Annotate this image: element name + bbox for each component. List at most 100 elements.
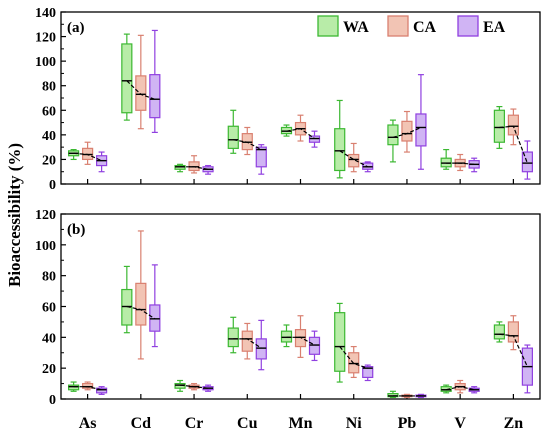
x-category-label: As bbox=[79, 415, 97, 432]
median-connector-Mn bbox=[286, 336, 315, 346]
box-EA-Cr bbox=[202, 164, 214, 175]
y-tick-label: 100 bbox=[35, 55, 56, 70]
box-body bbox=[149, 74, 161, 119]
plot-frame bbox=[60, 11, 541, 185]
y-tick-label: 40 bbox=[42, 129, 56, 144]
box-CA-Cd bbox=[135, 34, 147, 130]
box-EA-Zn bbox=[521, 140, 533, 180]
box-EA-Cd bbox=[149, 29, 161, 133]
y-tick-label: 120 bbox=[35, 208, 56, 223]
median-connector-V bbox=[446, 386, 475, 391]
box-WA-Cu bbox=[227, 316, 239, 354]
box-body bbox=[493, 109, 505, 143]
legend-label-EA: EA bbox=[483, 19, 506, 36]
box-CA-Ni bbox=[348, 345, 360, 379]
box-EA-Cu bbox=[255, 319, 267, 371]
box-body bbox=[68, 384, 80, 391]
box-WA-As bbox=[68, 149, 80, 161]
legend-swatch-EA bbox=[457, 15, 479, 37]
box-WA-V bbox=[440, 149, 452, 170]
y-tick-label: 60 bbox=[42, 301, 56, 316]
box-WA-Ni bbox=[334, 99, 346, 179]
median-connector-Cd bbox=[126, 80, 156, 100]
box-CA-Cu bbox=[241, 126, 253, 156]
box-WA-Mn bbox=[280, 324, 293, 348]
box-EA-As bbox=[96, 151, 108, 173]
box-body bbox=[135, 75, 147, 111]
median-connector-As bbox=[73, 152, 102, 162]
legend-swatch-WA bbox=[317, 15, 339, 37]
box-CA-Cd bbox=[135, 230, 147, 360]
x-category-label: V bbox=[454, 415, 466, 432]
y-tick-label: 80 bbox=[42, 80, 56, 95]
median-connector-Ni bbox=[339, 150, 369, 168]
box-body bbox=[255, 146, 267, 168]
median-connector-Cu bbox=[233, 139, 262, 151]
box-EA-V bbox=[468, 157, 480, 173]
box-EA-Zn bbox=[521, 344, 533, 394]
median-connector-Cd bbox=[126, 305, 156, 320]
box-body bbox=[241, 330, 253, 352]
box-body bbox=[521, 151, 533, 173]
median-connector-Zn bbox=[499, 333, 528, 367]
box-body bbox=[440, 386, 452, 392]
x-category-label: Cu bbox=[237, 415, 258, 432]
legend: WA CA EA bbox=[317, 15, 506, 37]
box-CA-Mn bbox=[294, 114, 307, 142]
y-tick-label: 60 bbox=[42, 104, 56, 119]
x-category-labels: As Cd Cr Cu Mn Ni Pb V Zn bbox=[79, 415, 524, 432]
box-body bbox=[362, 366, 374, 379]
box-body bbox=[308, 336, 321, 355]
box-body bbox=[401, 120, 413, 142]
x-category-label: Cd bbox=[131, 415, 152, 432]
median-connector-Cu bbox=[233, 338, 262, 349]
box-WA-Cd bbox=[121, 265, 133, 334]
box-body bbox=[227, 125, 239, 149]
box-body bbox=[415, 113, 427, 147]
box-CA-As bbox=[82, 381, 94, 391]
box-EA-Cu bbox=[255, 144, 267, 175]
box-WA-V bbox=[440, 384, 452, 394]
x-category-label: Mn bbox=[289, 415, 313, 432]
box-CA-V bbox=[454, 153, 466, 172]
box-WA-Cu bbox=[227, 109, 239, 154]
box-body bbox=[294, 329, 307, 348]
median-connector-Cr bbox=[180, 166, 209, 170]
y-tick-label: 40 bbox=[42, 331, 56, 346]
x-category-label: Ni bbox=[346, 415, 363, 432]
box-body bbox=[280, 330, 293, 343]
y-tick-label: 20 bbox=[42, 153, 56, 168]
box-body bbox=[121, 43, 133, 114]
box-body bbox=[227, 327, 239, 348]
y-tick-label: 120 bbox=[35, 31, 56, 46]
x-category-label: Pb bbox=[398, 415, 417, 432]
panel-label: (a) bbox=[67, 20, 85, 36]
median-connector-Zn bbox=[499, 125, 528, 164]
box-body bbox=[334, 128, 346, 172]
y-tick-label: 140 bbox=[35, 6, 56, 21]
box-body bbox=[149, 304, 161, 332]
box-body bbox=[135, 282, 147, 326]
box-WA-Zn bbox=[493, 321, 505, 343]
median-connector-V bbox=[446, 162, 475, 165]
y-tick-label: 0 bbox=[49, 178, 56, 193]
box-CA-Ni bbox=[348, 142, 360, 173]
y-tick-label: 0 bbox=[49, 393, 56, 408]
box-body bbox=[334, 312, 346, 372]
median-connector-Mn bbox=[286, 128, 315, 140]
box-body bbox=[387, 124, 399, 146]
box-WA-Ni bbox=[334, 302, 346, 383]
box-WA-Pb bbox=[387, 119, 399, 163]
median-connector-As bbox=[73, 386, 102, 391]
box-body bbox=[82, 382, 94, 389]
panel-label: (b) bbox=[67, 222, 85, 238]
box-EA-As bbox=[96, 386, 108, 395]
x-category-label: Zn bbox=[504, 415, 524, 432]
box-body bbox=[255, 338, 267, 360]
x-category-label: Cr bbox=[185, 415, 204, 432]
median-connector-Cr bbox=[179, 384, 209, 389]
box-CA-Zn bbox=[507, 315, 519, 351]
box-EA-Mn bbox=[308, 330, 321, 362]
box-EA-Pb bbox=[415, 74, 427, 170]
box-body bbox=[493, 324, 505, 340]
